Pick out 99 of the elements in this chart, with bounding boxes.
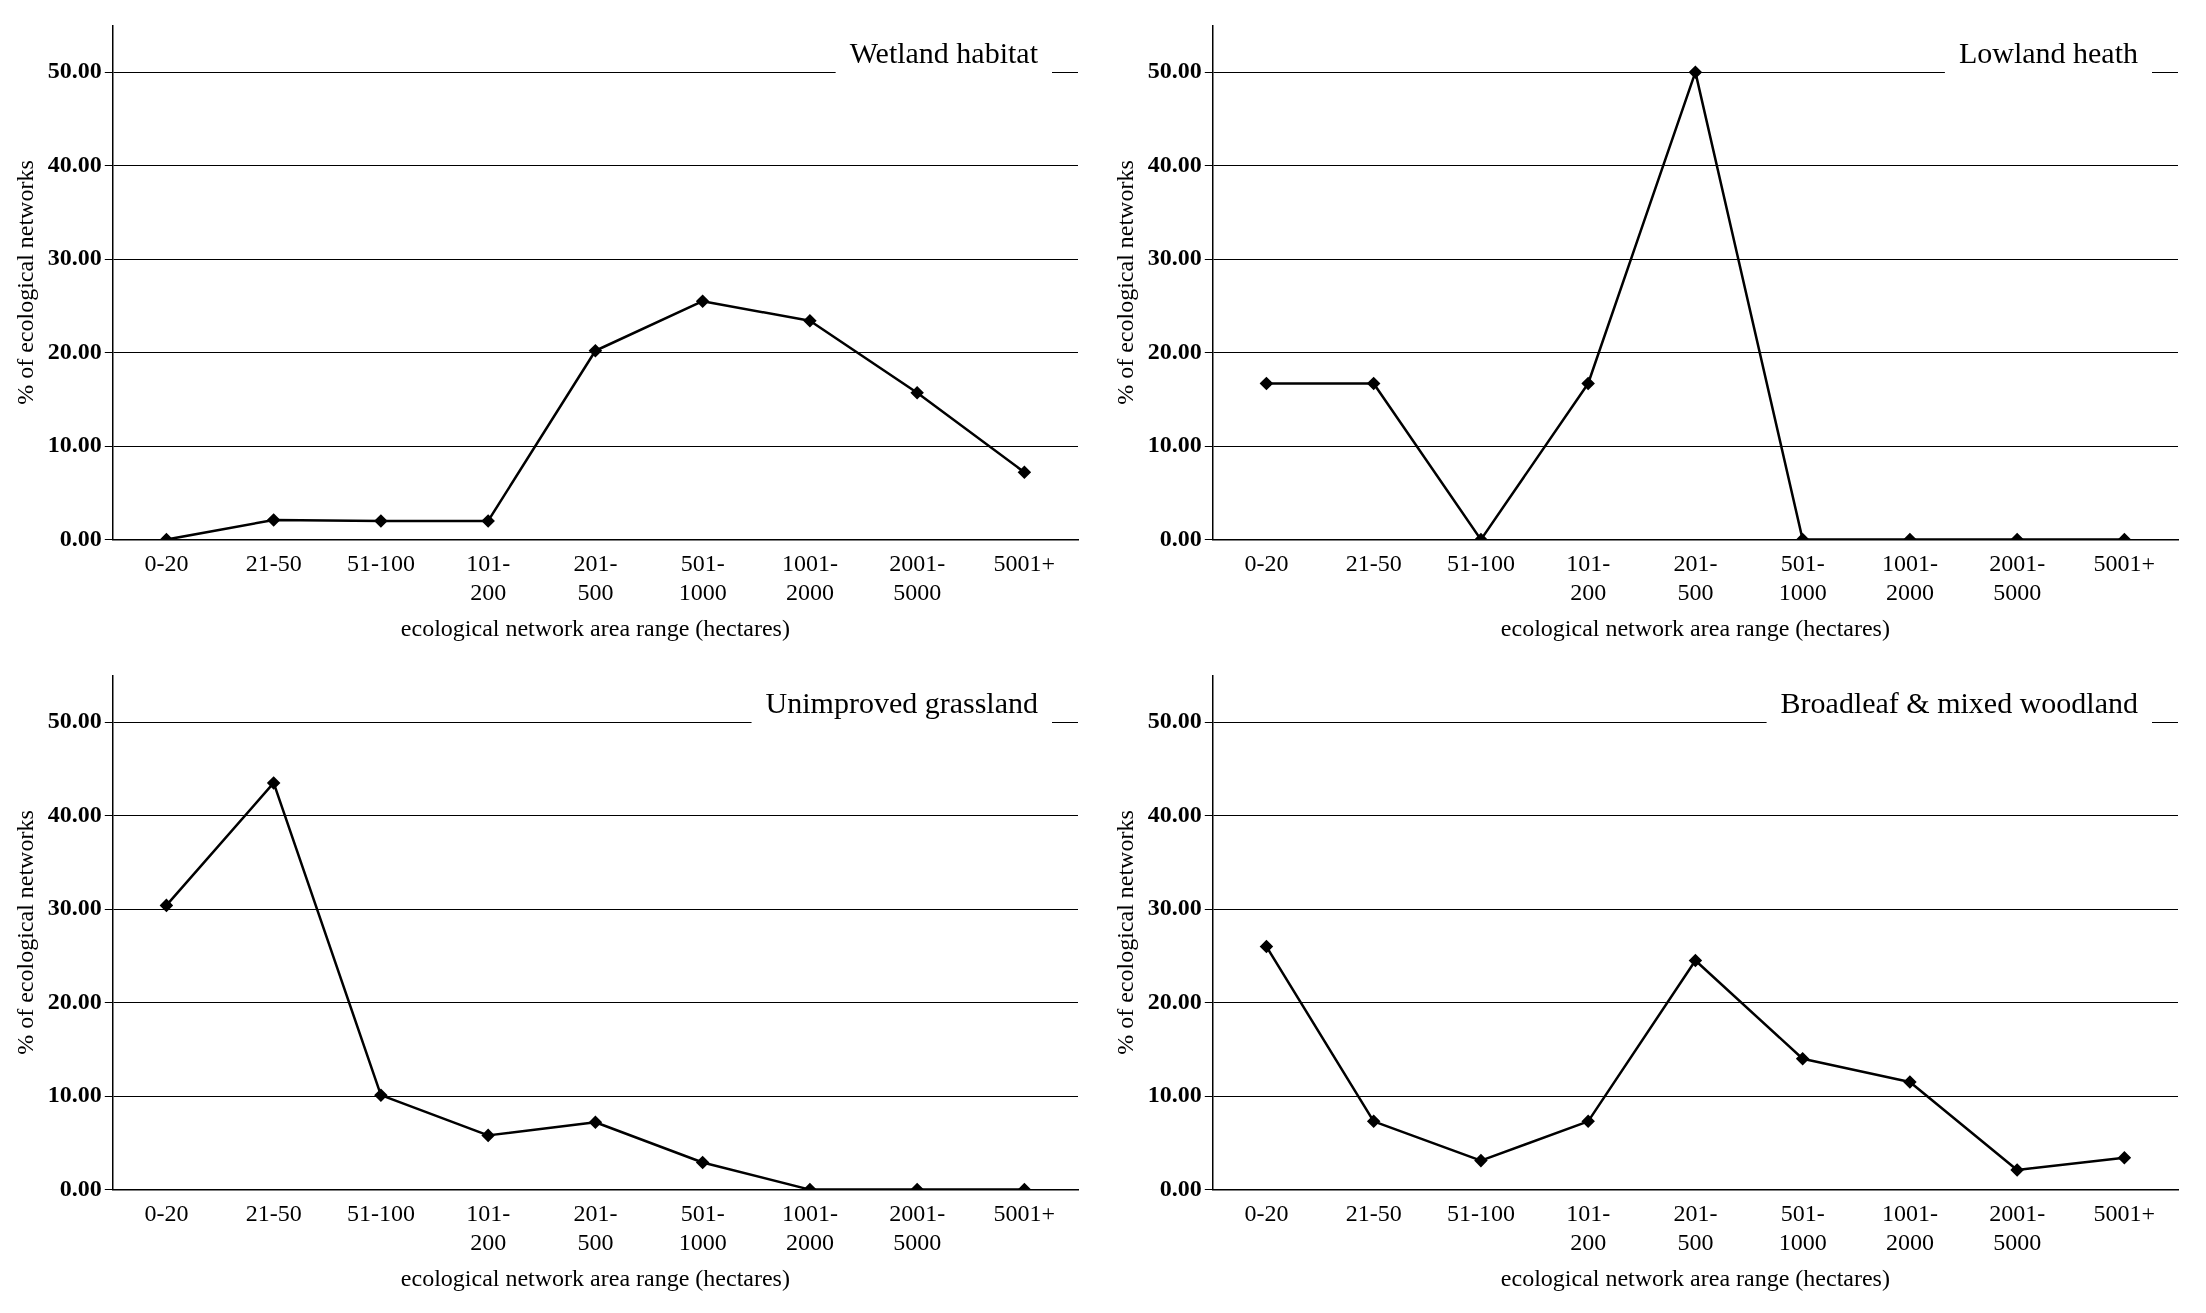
point — [696, 1156, 709, 1169]
x-tick-label: 1001-2000 — [1881, 1200, 1938, 1256]
y-tick-label: 0.00 — [59, 524, 102, 551]
y-tick-label: 40.00 — [1147, 150, 1202, 177]
x-tick-label: 201-500 — [1673, 1200, 1718, 1256]
point — [2010, 1163, 2024, 1177]
x-tick-label: 201-500 — [573, 550, 618, 606]
point — [1689, 954, 1702, 967]
chart-title: Unimproved grassland — [765, 686, 1039, 720]
y-tick-label: 20.00 — [47, 987, 102, 1014]
x-tick-label: 51-100 — [1446, 550, 1515, 577]
chart-title: Lowland heath — [1958, 36, 2138, 70]
x-tick-label: 5001+ — [993, 1200, 1056, 1227]
point — [374, 514, 388, 528]
x-tick-label: 201-500 — [1673, 550, 1718, 606]
point — [910, 386, 924, 400]
x-axis-title: ecological network area range (hectares) — [1500, 1264, 1890, 1291]
y-tick-label: 10.00 — [47, 1081, 102, 1108]
y-tick-label: 0.00 — [1159, 524, 1202, 551]
point — [1018, 466, 1031, 479]
x-tick-label: 101-200 — [1566, 1200, 1611, 1256]
y-tick-label: 50.00 — [1147, 707, 1202, 734]
x-tick-label: 21-50 — [1345, 550, 1402, 577]
x-tick-label: 21-50 — [1345, 1200, 1402, 1227]
x-axis-title: ecological network area range (hectares) — [1500, 614, 1890, 641]
y-axis-title: % of ecological networks — [1111, 810, 1138, 1055]
y-tick-label: 20.00 — [47, 337, 102, 364]
point — [1260, 377, 1273, 390]
x-axis-title: ecological network area range (hectares) — [400, 614, 790, 641]
y-tick-label: 30.00 — [1147, 894, 1202, 921]
x-tick-label: 0-20 — [1244, 550, 1289, 577]
point — [589, 1116, 602, 1129]
point — [1796, 1052, 1809, 1065]
y-tick-label: 50.00 — [1147, 57, 1202, 84]
x-tick-label: 1001-2000 — [1881, 550, 1938, 606]
point — [1689, 65, 1702, 79]
y-tick-label: 40.00 — [1147, 800, 1202, 827]
point — [1260, 940, 1273, 953]
y-tick-label: 20.00 — [1147, 987, 1202, 1014]
point — [481, 1129, 495, 1142]
point — [1474, 1154, 1488, 1167]
x-tick-label: 5001+ — [2093, 1200, 2156, 1227]
x-tick-label: 21-50 — [245, 550, 302, 577]
y-axis-title: % of ecological networks — [11, 810, 38, 1055]
point — [374, 1088, 388, 1102]
point — [1581, 1115, 1595, 1128]
point — [1903, 1075, 1917, 1089]
y-tick-label: 10.00 — [1147, 431, 1202, 458]
y-tick-label: 30.00 — [1147, 244, 1202, 271]
x-tick-label: 0-20 — [1244, 1200, 1289, 1227]
point — [589, 344, 602, 357]
y-tick-label: 50.00 — [47, 707, 102, 734]
y-axis-title: % of ecological networks — [11, 160, 38, 405]
y-tick-label: 10.00 — [1147, 1081, 1202, 1108]
x-tick-label: 5001+ — [993, 550, 1056, 577]
x-tick-label: 101-200 — [1566, 550, 1611, 606]
chart-title: Broadleaf & mixed woodland — [1780, 686, 2139, 720]
point — [481, 514, 495, 528]
y-axis-title: % of ecological networks — [1111, 160, 1138, 405]
y-tick-label: 20.00 — [1147, 337, 1202, 364]
y-tick-label: 40.00 — [47, 150, 102, 177]
point — [1367, 377, 1380, 390]
point — [696, 294, 709, 308]
x-tick-label: 51-100 — [346, 550, 415, 577]
point — [160, 899, 173, 912]
x-tick-label: 0-20 — [144, 1200, 189, 1227]
x-tick-label: 501-1000 — [678, 550, 727, 606]
x-axis-title: ecological network area range (hectares) — [400, 1264, 790, 1291]
x-tick-label: 2001-5000 — [889, 550, 946, 606]
x-tick-label: 501-1000 — [678, 1200, 727, 1256]
point — [267, 513, 280, 527]
x-tick-label: 1001-2000 — [781, 1200, 838, 1256]
x-tick-label: 101-200 — [466, 550, 511, 606]
point — [1367, 1115, 1380, 1128]
x-tick-label: 2001-5000 — [1989, 550, 2046, 606]
y-tick-label: 40.00 — [47, 800, 102, 827]
y-tick-label: 30.00 — [47, 244, 102, 271]
x-tick-label: 2001-5000 — [1989, 1200, 2046, 1256]
point — [803, 314, 817, 328]
x-tick-label: 101-200 — [466, 1200, 511, 1256]
x-tick-label: 1001-2000 — [781, 550, 838, 606]
y-tick-label: 0.00 — [59, 1174, 102, 1201]
x-tick-label: 51-100 — [346, 1200, 415, 1227]
x-tick-label: 201-500 — [573, 1200, 618, 1256]
chart-title: Wetland habitat — [849, 36, 1039, 70]
x-tick-label: 2001-5000 — [889, 1200, 946, 1256]
point — [2118, 1151, 2131, 1165]
y-tick-label: 10.00 — [47, 431, 102, 458]
y-tick-label: 30.00 — [47, 894, 102, 921]
y-tick-label: 50.00 — [47, 57, 102, 84]
x-tick-label: 501-1000 — [1778, 550, 1827, 606]
point — [267, 776, 280, 790]
x-tick-label: 21-50 — [245, 1200, 302, 1227]
x-tick-label: 5001+ — [2093, 550, 2156, 577]
y-tick-label: 0.00 — [1159, 1174, 1202, 1201]
x-tick-label: 0-20 — [144, 550, 189, 577]
x-tick-label: 501-1000 — [1778, 1200, 1827, 1256]
x-tick-label: 51-100 — [1446, 1200, 1515, 1227]
point — [1581, 377, 1595, 390]
